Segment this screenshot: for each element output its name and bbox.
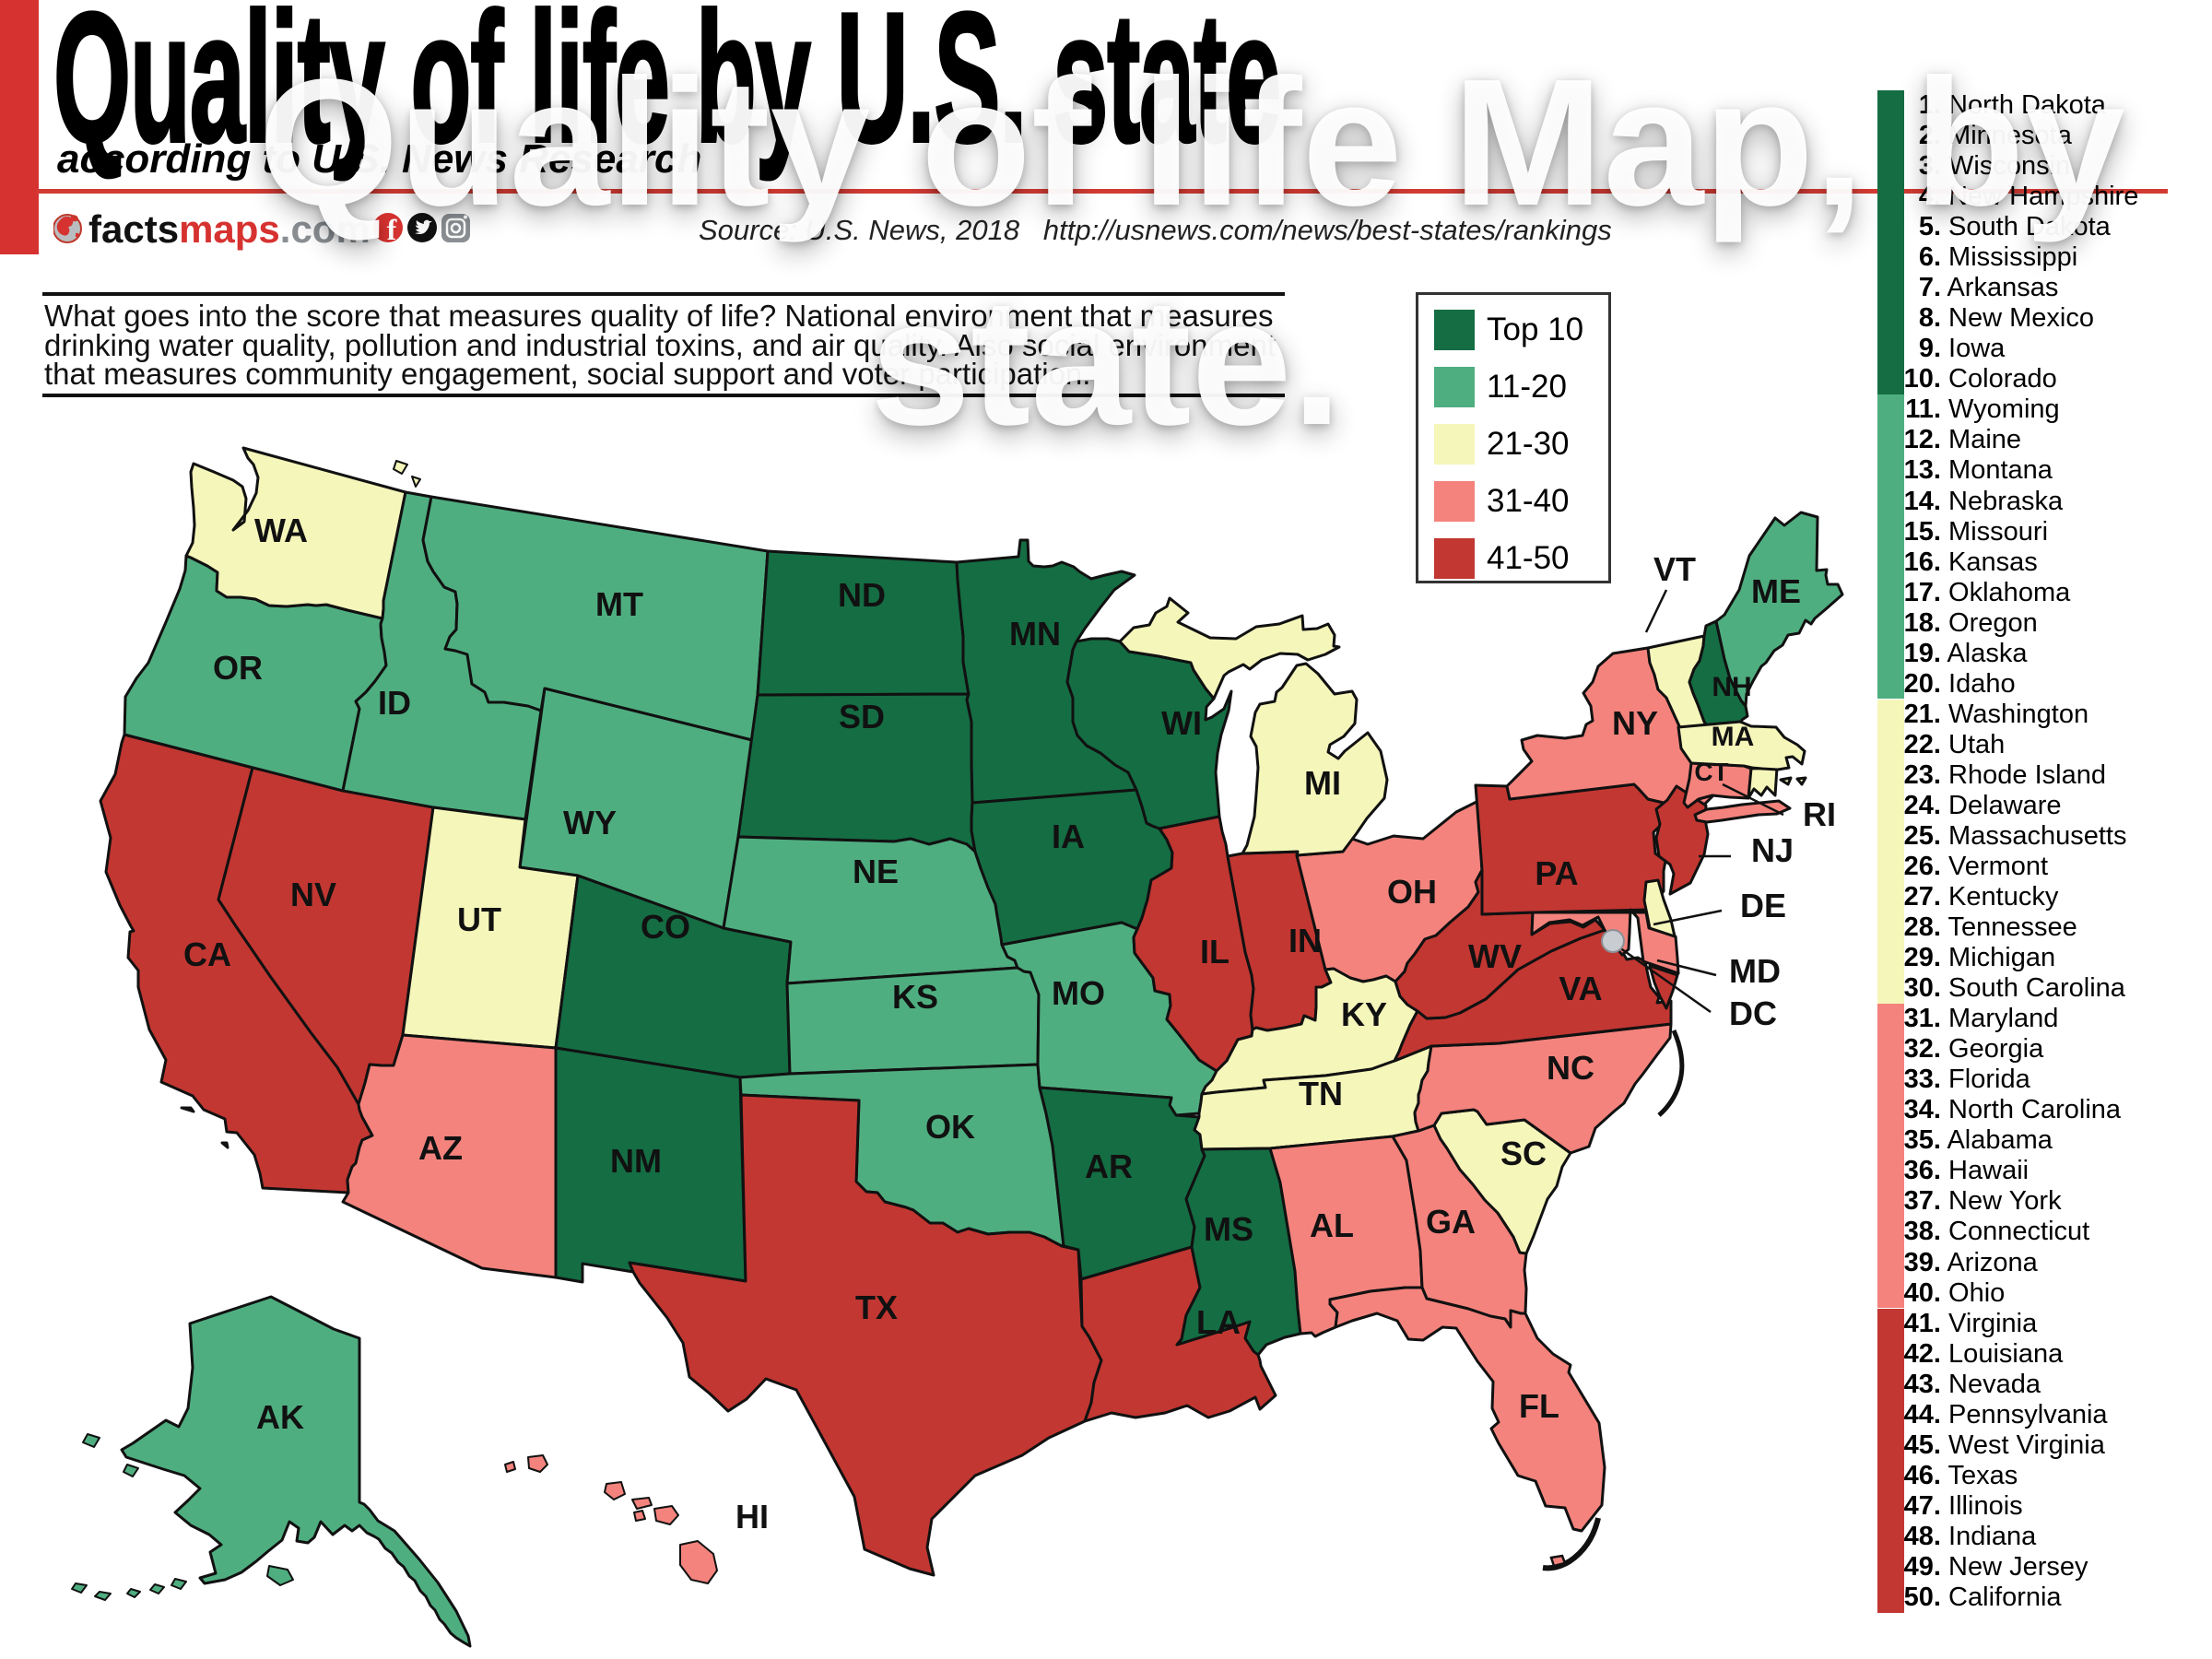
svg-text:ID: ID <box>378 684 411 722</box>
svg-text:SC: SC <box>1500 1135 1547 1172</box>
svg-text:KY: KY <box>1341 995 1387 1033</box>
svg-text:WV: WV <box>1468 937 1522 975</box>
svg-text:WI: WI <box>1161 704 1202 742</box>
svg-text:NE: NE <box>853 853 899 890</box>
svg-text:ND: ND <box>838 576 886 614</box>
svg-text:MI: MI <box>1304 764 1341 802</box>
svg-text:FL: FL <box>1519 1387 1559 1425</box>
svg-text:CT: CT <box>1694 758 1728 786</box>
svg-text:OH: OH <box>1387 873 1437 911</box>
svg-text:TN: TN <box>1299 1075 1343 1112</box>
svg-text:AZ: AZ <box>418 1129 463 1167</box>
svg-text:IA: IA <box>1052 818 1085 855</box>
svg-text:MD: MD <box>1729 952 1781 990</box>
svg-text:AK: AK <box>256 1398 304 1436</box>
svg-text:GA: GA <box>1426 1203 1476 1241</box>
svg-text:NC: NC <box>1547 1049 1594 1087</box>
svg-text:IN: IN <box>1288 922 1322 959</box>
svg-text:MS: MS <box>1204 1210 1253 1248</box>
svg-text:DE: DE <box>1740 887 1786 924</box>
svg-text:KS: KS <box>892 978 938 1016</box>
svg-text:NH: NH <box>1712 672 1751 702</box>
svg-text:WY: WY <box>563 804 617 841</box>
svg-text:RI: RI <box>1803 795 1836 833</box>
svg-text:NM: NM <box>610 1142 662 1180</box>
svg-text:HI: HI <box>735 1498 769 1535</box>
svg-text:AR: AR <box>1085 1147 1133 1185</box>
svg-text:factsmaps.com: factsmaps.com <box>88 207 371 251</box>
svg-text:PA: PA <box>1535 854 1578 892</box>
svg-text:OK: OK <box>925 1108 975 1146</box>
svg-text:UT: UT <box>457 900 501 938</box>
svg-text:MT: MT <box>595 585 643 623</box>
svg-text:AL: AL <box>1310 1206 1354 1244</box>
svg-text:NJ: NJ <box>1751 831 1794 869</box>
svg-text:CA: CA <box>183 935 231 973</box>
svg-text:LA: LA <box>1196 1303 1241 1341</box>
svg-text:MN: MN <box>1009 615 1061 653</box>
svg-text:MA: MA <box>1712 722 1755 752</box>
svg-text:SD: SD <box>839 698 885 735</box>
svg-text:ME: ME <box>1751 572 1801 610</box>
svg-text:NY: NY <box>1612 704 1658 742</box>
svg-text:TX: TX <box>855 1288 898 1326</box>
svg-text:OR: OR <box>213 649 263 687</box>
svg-text:VT: VT <box>1653 550 1696 588</box>
svg-text:NV: NV <box>290 876 336 913</box>
svg-text:VA: VA <box>1559 970 1602 1007</box>
svg-text:IL: IL <box>1200 933 1230 971</box>
svg-text:MO: MO <box>1052 974 1105 1012</box>
svg-text:DC: DC <box>1729 994 1777 1032</box>
svg-text:WA: WA <box>254 512 308 549</box>
svg-text:CO: CO <box>641 908 690 946</box>
svg-text:f: f <box>387 213 397 246</box>
